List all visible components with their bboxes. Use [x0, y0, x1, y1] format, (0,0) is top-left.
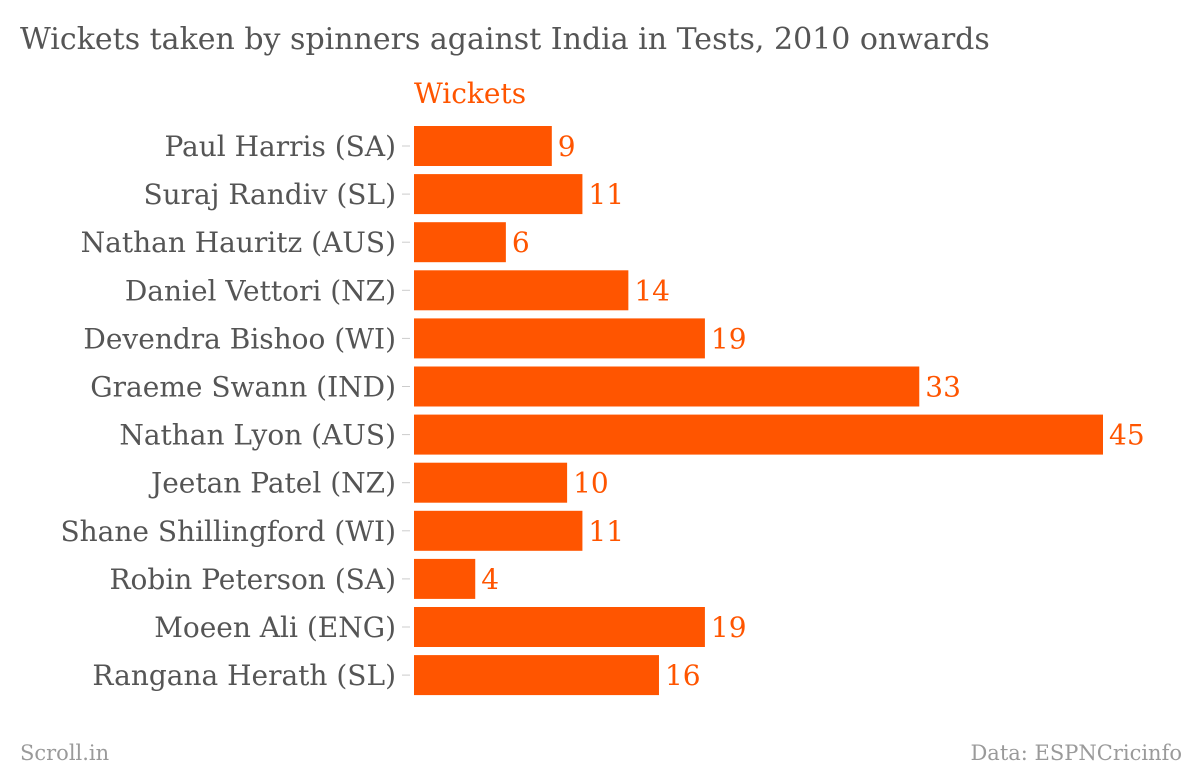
category-label: Robin Peterson (SA) — [109, 563, 396, 596]
bar — [414, 558, 476, 599]
value-label: 19 — [711, 611, 747, 644]
bar — [414, 510, 583, 551]
category-label: Nathan Hauritz (AUS) — [81, 226, 396, 259]
chart-title: Wickets taken by spinners against India … — [20, 22, 990, 57]
value-label: 9 — [558, 130, 576, 163]
bar — [414, 366, 920, 407]
bar — [414, 222, 506, 263]
category-label: Shane Shillingford (WI) — [60, 515, 396, 548]
category-label: Daniel Vettori (NZ) — [125, 274, 396, 307]
bars-group: Paul Harris (SA) 9 Suraj Randiv (SL) 11 Nath… — [60, 126, 1145, 696]
bar — [414, 174, 583, 215]
category-label: Devendra Bishoo (WI) — [83, 322, 396, 355]
category-label: Graeme Swann (IND) — [90, 371, 396, 404]
bar — [414, 318, 705, 359]
value-label: 11 — [588, 178, 624, 211]
bar — [414, 414, 1103, 455]
value-label: 11 — [588, 515, 624, 548]
bar — [414, 126, 552, 166]
category-label: Nathan Lyon (AUS) — [119, 419, 396, 452]
category-label: Paul Harris (SA) — [164, 130, 396, 163]
value-label: 19 — [711, 322, 747, 355]
value-label: 4 — [481, 563, 499, 596]
category-label: Rangana Herath (SL) — [92, 659, 396, 692]
value-label: 33 — [925, 371, 961, 404]
value-label: 14 — [634, 274, 670, 307]
category-label: Suraj Randiv (SL) — [143, 178, 396, 211]
category-label: Jeetan Patel (NZ) — [148, 467, 396, 500]
value-label: 16 — [665, 659, 701, 692]
footer-source-left: Scroll.in — [20, 741, 110, 765]
bar — [414, 270, 629, 311]
bar — [414, 462, 568, 503]
bar — [414, 607, 705, 647]
bar — [414, 655, 659, 696]
series-label: Wickets — [414, 77, 526, 110]
value-label: 45 — [1109, 419, 1145, 452]
value-label: 10 — [573, 467, 609, 500]
value-label: 6 — [512, 226, 530, 259]
footer-source-right: Data: ESPNCricinfo — [970, 741, 1182, 765]
category-label: Moeen Ali (ENG) — [154, 611, 396, 644]
